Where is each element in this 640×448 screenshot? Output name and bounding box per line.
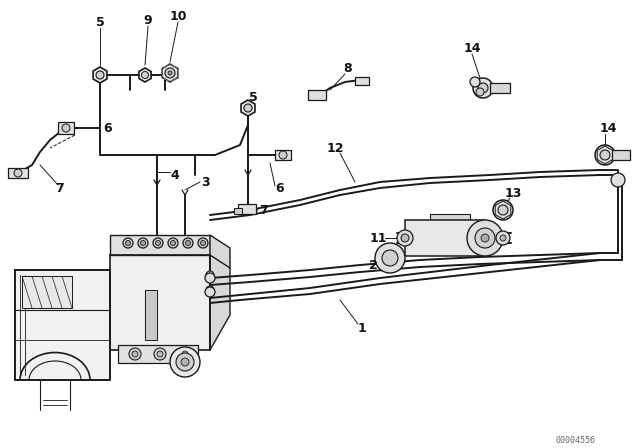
Circle shape: [138, 238, 148, 248]
Circle shape: [476, 88, 484, 96]
Circle shape: [181, 358, 189, 366]
Bar: [8, 168, 28, 178]
Circle shape: [141, 241, 145, 246]
Circle shape: [165, 68, 175, 78]
Circle shape: [183, 238, 193, 248]
Circle shape: [157, 351, 163, 357]
Text: 4: 4: [171, 168, 179, 181]
Text: 7: 7: [56, 181, 65, 194]
Text: 00004556: 00004556: [555, 435, 595, 444]
Circle shape: [467, 220, 503, 256]
Circle shape: [493, 200, 513, 220]
Circle shape: [198, 238, 208, 248]
Polygon shape: [241, 100, 255, 116]
Circle shape: [62, 124, 70, 132]
Text: 3: 3: [201, 176, 209, 189]
Circle shape: [475, 228, 495, 248]
Bar: [145, 290, 157, 340]
Text: 5: 5: [248, 90, 257, 103]
Circle shape: [500, 235, 506, 241]
Circle shape: [611, 173, 625, 187]
Text: 8: 8: [344, 61, 352, 74]
Bar: [15, 270, 110, 380]
Circle shape: [179, 348, 191, 360]
Circle shape: [382, 250, 398, 266]
Circle shape: [600, 150, 610, 160]
Text: 9: 9: [144, 13, 152, 26]
Circle shape: [470, 77, 480, 87]
Bar: [355, 77, 369, 85]
Circle shape: [478, 83, 488, 93]
Bar: [308, 90, 326, 100]
Circle shape: [205, 273, 215, 283]
Polygon shape: [93, 67, 107, 83]
Circle shape: [595, 145, 615, 165]
Circle shape: [481, 234, 489, 242]
Polygon shape: [210, 235, 230, 350]
Circle shape: [401, 234, 409, 242]
Bar: [118, 345, 198, 363]
Circle shape: [129, 348, 141, 360]
Circle shape: [96, 71, 104, 79]
Circle shape: [206, 271, 214, 279]
Circle shape: [168, 71, 172, 75]
Text: 14: 14: [599, 121, 617, 134]
Circle shape: [125, 241, 131, 246]
Polygon shape: [162, 64, 178, 82]
Text: 6: 6: [104, 121, 112, 134]
Text: 2: 2: [369, 258, 378, 271]
Circle shape: [200, 241, 205, 246]
Circle shape: [154, 348, 166, 360]
Bar: [58, 122, 74, 134]
Circle shape: [397, 230, 413, 246]
Text: 14: 14: [463, 42, 481, 55]
Circle shape: [496, 231, 510, 245]
Circle shape: [205, 287, 215, 297]
Circle shape: [176, 353, 194, 371]
Circle shape: [182, 351, 188, 357]
Bar: [22, 276, 72, 308]
Circle shape: [156, 241, 161, 246]
Circle shape: [141, 72, 148, 78]
Circle shape: [186, 241, 191, 246]
Bar: [110, 255, 210, 350]
Circle shape: [375, 243, 405, 273]
Bar: [490, 83, 510, 93]
Text: 12: 12: [326, 142, 344, 155]
Text: 10: 10: [169, 9, 187, 22]
Circle shape: [153, 238, 163, 248]
Bar: [430, 214, 470, 224]
Text: 7: 7: [259, 203, 268, 216]
Bar: [405, 220, 485, 256]
Text: 13: 13: [504, 186, 522, 199]
Bar: [234, 208, 242, 214]
Circle shape: [206, 286, 214, 294]
Circle shape: [498, 205, 508, 215]
Bar: [275, 150, 291, 160]
Circle shape: [473, 78, 493, 98]
Circle shape: [170, 347, 200, 377]
Circle shape: [244, 104, 252, 112]
Text: 6: 6: [276, 181, 284, 194]
Circle shape: [168, 238, 178, 248]
Circle shape: [14, 169, 22, 177]
Circle shape: [279, 151, 287, 159]
Text: 1: 1: [358, 322, 366, 335]
Circle shape: [132, 351, 138, 357]
Circle shape: [170, 241, 175, 246]
Text: 5: 5: [95, 16, 104, 29]
Text: 11: 11: [369, 232, 387, 245]
Circle shape: [123, 238, 133, 248]
Bar: [238, 204, 256, 214]
Polygon shape: [139, 68, 151, 82]
Polygon shape: [110, 235, 210, 255]
Bar: [612, 150, 630, 160]
